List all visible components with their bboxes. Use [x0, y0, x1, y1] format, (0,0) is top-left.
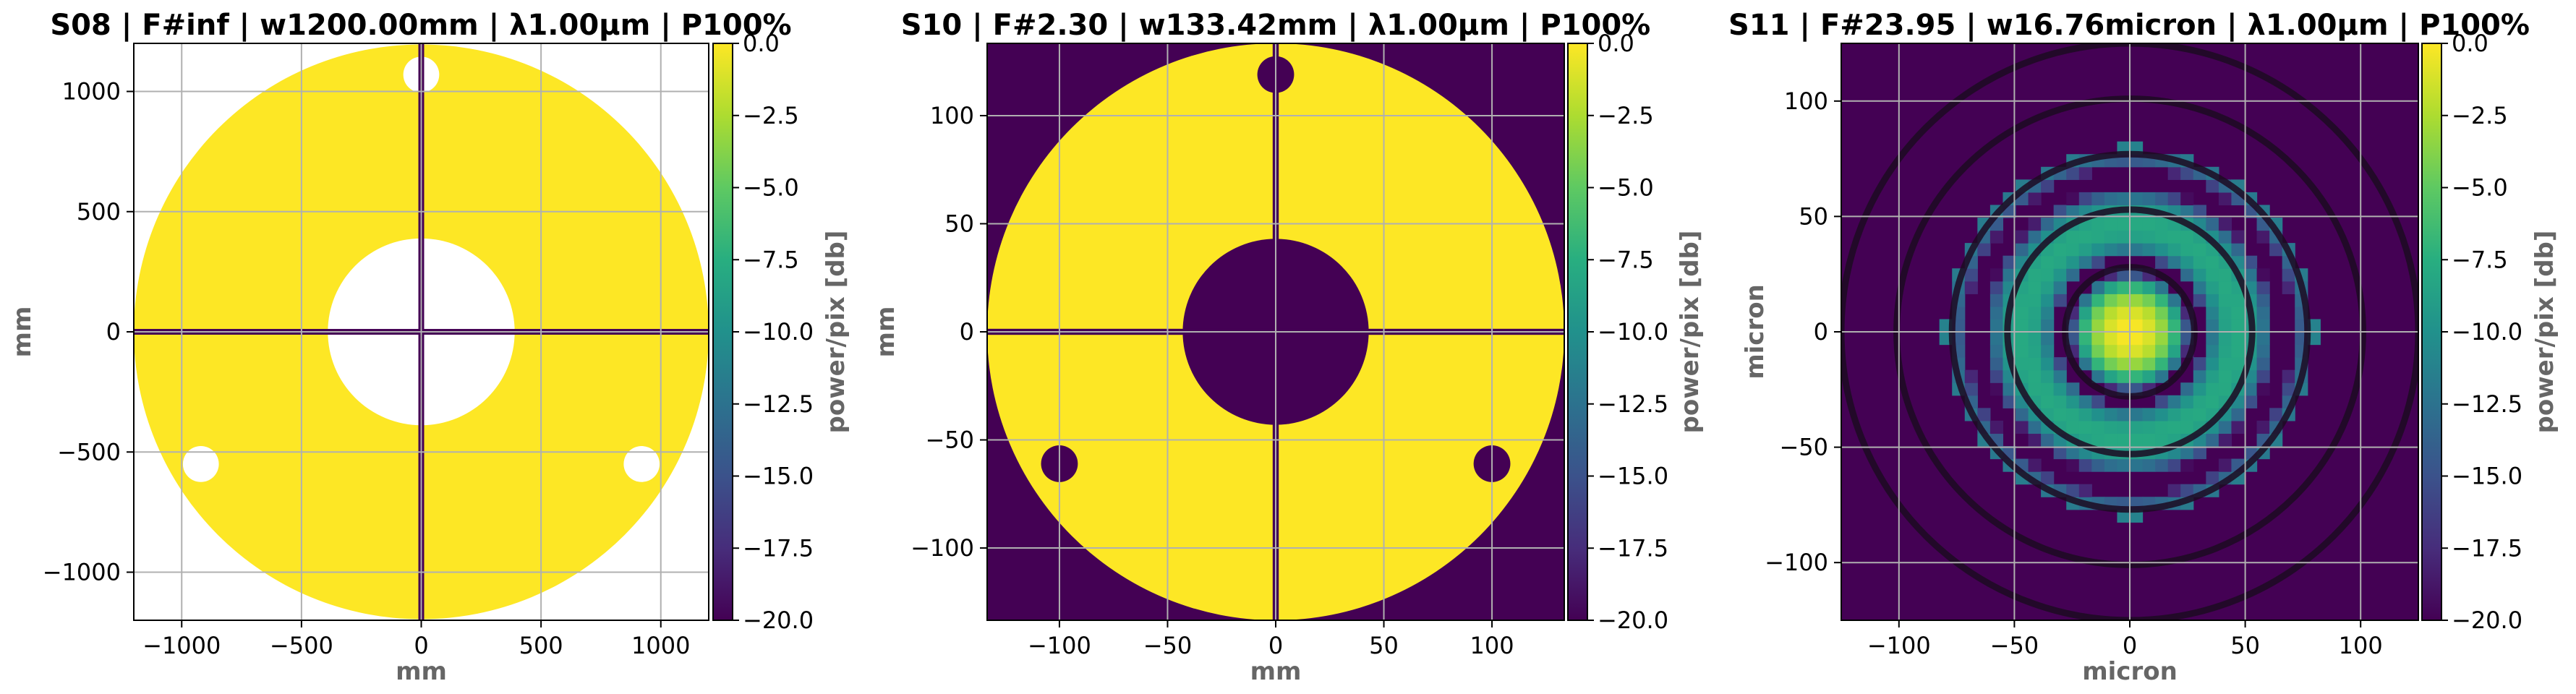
y-tick-label: −500: [57, 438, 121, 466]
colorbar-tick-label: −12.5: [743, 390, 814, 418]
colorbar-tick-label: −10.0: [2452, 318, 2522, 346]
y-tick-label: 0: [106, 318, 121, 346]
colorbar-tick-label: −5.0: [1598, 174, 1654, 202]
y-tick-label: 50: [1799, 202, 1828, 230]
x-tick-label: 50: [1369, 632, 1399, 659]
colorbar: [2421, 43, 2442, 621]
y-axis-label: micron: [1741, 284, 1770, 380]
y-axis-label: mm: [871, 307, 900, 358]
colorbar-tick-label: −10.0: [1598, 318, 1668, 346]
y-tick-label: 0: [960, 318, 974, 346]
panel-title: S08 | F#inf | w1200.00mm | λ1.00μm | P10…: [50, 9, 791, 43]
y-tick-label: 1000: [62, 78, 121, 106]
x-tick-label: −1000: [142, 632, 221, 659]
colorbar: [712, 43, 733, 621]
colorbar: [1567, 43, 1588, 621]
x-tick-label: 0: [414, 632, 428, 659]
colorbar-tick-label: −12.5: [1598, 390, 1668, 418]
colorbar-tick-label: −17.5: [2452, 534, 2522, 562]
x-tick-label: 1000: [631, 632, 690, 659]
colorbar-label: power/pix [db]: [1676, 231, 1705, 434]
y-tick-label: −100: [910, 534, 974, 562]
colorbar-tick-label: −15.0: [743, 463, 814, 490]
colorbar-tick-label: −17.5: [743, 534, 814, 562]
panel-title: S10 | F#2.30 | w133.42mm | λ1.00μm | P10…: [901, 9, 1651, 43]
y-tick-label: −100: [1765, 549, 1828, 576]
x-tick-label: −500: [270, 632, 333, 659]
y-tick-label: 0: [1814, 318, 1828, 346]
colorbar-tick-label: 0.0: [743, 30, 780, 57]
y-tick-label: 50: [944, 210, 974, 237]
colorbar-tick-label: −20.0: [743, 607, 814, 634]
y-tick-label: −50: [925, 427, 974, 454]
panel-3: −100 −50 0 50 100 −100 −50 0 50 100 micron micron S1…: [1728, 9, 2559, 686]
mask-hole-2: [182, 446, 219, 482]
image-area: [134, 43, 709, 620]
panels: −1000 −500 0 500 1000−1000−50005001000mmmmS0…: [8, 9, 2559, 686]
y-tick-label: 100: [930, 102, 974, 129]
y-tick-label: −50: [1779, 434, 1828, 461]
mask-hole-3: [623, 446, 660, 482]
colorbar-tick-label: 0.0: [2452, 30, 2488, 57]
image-area: [987, 43, 1564, 620]
colorbar-tick-label: −7.5: [1598, 246, 1654, 273]
y-tick-label: 100: [1784, 87, 1828, 115]
colorbar-tick-label: −2.5: [2452, 102, 2508, 129]
x-tick-label: −100: [1867, 632, 1931, 659]
x-tick-label: −50: [1143, 632, 1193, 659]
x-axis-label: micron: [2082, 657, 2178, 686]
x-tick-label: −100: [1028, 632, 1091, 659]
x-tick-label: 0: [1268, 632, 1283, 659]
colorbar-tick-label: 0.0: [1598, 30, 1634, 57]
colorbar-tick-label: −15.0: [1598, 463, 1668, 490]
colorbar-tick-label: −2.5: [743, 102, 799, 129]
colorbar-tick-label: −5.0: [2452, 174, 2508, 202]
x-tick-label: 50: [2230, 632, 2260, 659]
colorbar-tick-label: −7.5: [2452, 246, 2508, 273]
colorbar-tick-label: −7.5: [743, 246, 799, 273]
colorbar-label: power/pix [db]: [2530, 231, 2559, 434]
x-tick-label: 100: [2339, 632, 2383, 659]
colorbar-tick-label: −2.5: [1598, 102, 1654, 129]
colorbar-tick-label: −20.0: [2452, 607, 2522, 634]
panel-2: −100 −50 0 50 100 −100 −50 0 50 100 mm mm S10 | F#2.…: [871, 9, 1705, 686]
colorbar-tick-label: −10.0: [743, 318, 814, 346]
panel-title: S11 | F#23.95 | w16.76micron | λ1.00μm |…: [1728, 9, 2530, 43]
colorbar-tick-label: −15.0: [2452, 463, 2522, 490]
y-tick-label: 500: [77, 198, 121, 226]
x-tick-label: 100: [1470, 632, 1514, 659]
panel-1: −1000 −500 0 500 1000 −1000 −500 0 500 1000 mm mm S0…: [8, 9, 850, 686]
x-axis-label: mm: [1250, 657, 1302, 686]
colorbar-label: power/pix [db]: [822, 231, 850, 434]
colorbar-tick-label: −17.5: [1598, 534, 1668, 562]
image-area: [1841, 43, 2418, 620]
colorbar-tick-label: −5.0: [743, 174, 799, 202]
x-tick-label: 0: [2123, 632, 2137, 659]
colorbar-tick-label: −20.0: [1598, 607, 1668, 634]
x-tick-label: −50: [1990, 632, 2039, 659]
x-axis-label: mm: [396, 657, 447, 686]
y-tick-label: −1000: [43, 559, 121, 586]
x-tick-label: 500: [519, 632, 563, 659]
colorbar-tick-label: −12.5: [2452, 390, 2522, 418]
y-axis-label: mm: [8, 307, 37, 358]
